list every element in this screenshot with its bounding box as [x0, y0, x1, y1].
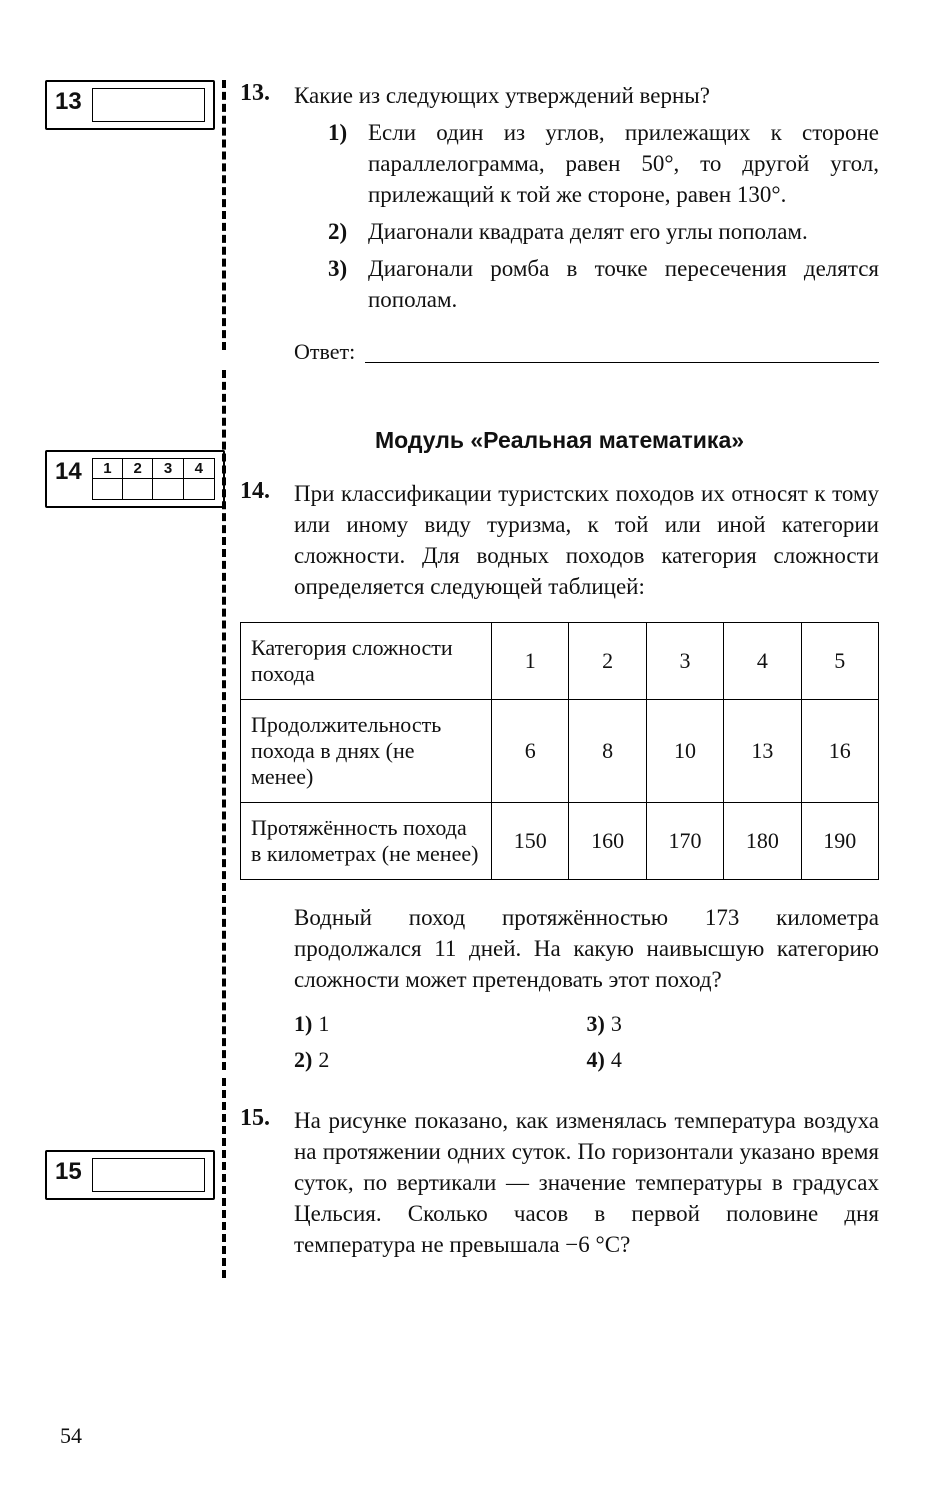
answer-label: Ответ: — [294, 337, 355, 367]
question-number: 13. — [240, 80, 276, 367]
grid-header-cell: 2 — [123, 459, 153, 479]
option: 2)2 — [294, 1045, 587, 1075]
option: 3)3 — [587, 1009, 880, 1039]
answer-box-number: 13 — [55, 88, 82, 114]
table-cell: 160 — [569, 803, 646, 880]
question-14-continued: Водный поход протяжённостью 173 километр… — [240, 902, 879, 1075]
table-cell: 16 — [801, 700, 878, 803]
item-text: Если один из углов, прилежащих к стороне… — [368, 117, 879, 210]
option-number: 3) — [587, 1009, 605, 1039]
answer-box-15: 15 — [45, 1150, 215, 1200]
question-13: 13. Какие из следующих утверждений верны… — [240, 80, 879, 367]
option-number: 1) — [294, 1009, 312, 1039]
row-label: Продолжительность похода в днях (не мене… — [241, 700, 492, 803]
item-number: 1) — [328, 117, 356, 210]
grid-header-cell: 3 — [153, 459, 183, 479]
table-cell: 2 — [569, 623, 646, 700]
table-cell: 4 — [724, 623, 801, 700]
table-row: Продолжительность похода в днях (не мене… — [241, 700, 879, 803]
statement-item: 3) Диагонали ромба в точке пересечения д… — [328, 253, 879, 315]
question-intro: При классификации туристских походов их … — [294, 478, 879, 602]
grid-cell[interactable] — [184, 479, 214, 499]
question-body: Водный поход протяжённостью 173 километр… — [294, 902, 879, 1075]
table-cell: 8 — [569, 700, 646, 803]
option-value: 1 — [318, 1011, 329, 1036]
table-cell: 170 — [646, 803, 723, 880]
item-text: Диагонали квадрата делят его углы попола… — [368, 216, 879, 247]
question-15: 15. На рисунке показано, как изменялась … — [240, 1105, 879, 1260]
question-body: При классификации туристских походов их … — [294, 478, 879, 602]
table-cell: 6 — [492, 700, 569, 803]
item-number: 2) — [328, 216, 356, 247]
item-text: Диагонали ромба в точке пересечения деля… — [368, 253, 879, 315]
statements-list: 1) Если один из углов, прилежащих к стор… — [294, 117, 879, 315]
option: 4)4 — [587, 1045, 880, 1075]
question-number: 14. — [240, 478, 276, 602]
row-label: Протяжённость похода в километрах (не ме… — [241, 803, 492, 880]
module-heading: Модуль «Реальная математика» — [240, 427, 879, 454]
item-number: 3) — [328, 253, 356, 315]
table-row: Протяжённость похода в километрах (не ме… — [241, 803, 879, 880]
grid-cell[interactable] — [123, 479, 153, 499]
table-cell: 3 — [646, 623, 723, 700]
page: 13 14 1 2 3 4 15 — [0, 0, 939, 1499]
table-cell: 5 — [801, 623, 878, 700]
answer-blank[interactable] — [92, 1158, 205, 1192]
vertical-divider — [222, 1078, 226, 1278]
options-grid: 1)1 3)3 2)2 4)4 — [294, 1009, 879, 1074]
answer-box-13: 13 — [45, 80, 215, 130]
table-cell: 150 — [492, 803, 569, 880]
question-text: На рисунке показано, как изменялась темп… — [294, 1105, 879, 1260]
grid-cell[interactable] — [153, 479, 183, 499]
difficulty-table: Категория сложности похода 1 2 3 4 5 Про… — [240, 622, 879, 880]
page-number: 54 — [60, 1423, 82, 1449]
answer-box-number: 14 — [55, 458, 82, 484]
table-cell: 190 — [801, 803, 878, 880]
table-cell: 13 — [724, 700, 801, 803]
option-value: 2 — [318, 1047, 329, 1072]
vertical-divider — [222, 370, 226, 1070]
grid-cell[interactable] — [93, 479, 123, 499]
answer-grid[interactable]: 1 2 3 4 — [92, 458, 215, 500]
table-cell: 10 — [646, 700, 723, 803]
question-followup: Водный поход протяжённостью 173 километр… — [294, 902, 879, 995]
question-prompt: Какие из следующих утверждений верны? — [294, 80, 879, 111]
grid-header-cell: 1 — [93, 459, 123, 479]
statement-item: 1) Если один из углов, прилежащих к стор… — [328, 117, 879, 210]
answer-underline[interactable] — [365, 361, 879, 363]
option-number: 2) — [294, 1045, 312, 1075]
content-column: 13. Какие из следующих утверждений верны… — [240, 80, 879, 1260]
option-number: 4) — [587, 1045, 605, 1075]
grid-header-cell: 4 — [184, 459, 214, 479]
table-row: Категория сложности похода 1 2 3 4 5 — [241, 623, 879, 700]
option-value: 4 — [611, 1047, 622, 1072]
answer-line: Ответ: — [294, 337, 879, 367]
answer-box-number: 15 — [55, 1158, 82, 1184]
statement-item: 2) Диагонали квадрата делят его углы поп… — [328, 216, 879, 247]
question-number: 15. — [240, 1105, 276, 1260]
question-body: На рисунке показано, как изменялась темп… — [294, 1105, 879, 1260]
spacer — [240, 902, 276, 1075]
table-cell: 1 — [492, 623, 569, 700]
question-14: 14. При классификации туристских походов… — [240, 478, 879, 602]
option-value: 3 — [611, 1011, 622, 1036]
answer-box-14: 14 1 2 3 4 — [45, 450, 225, 508]
row-label: Категория сложности похода — [241, 623, 492, 700]
question-body: Какие из следующих утверждений верны? 1)… — [294, 80, 879, 367]
table-cell: 180 — [724, 803, 801, 880]
option: 1)1 — [294, 1009, 587, 1039]
answer-blank[interactable] — [92, 88, 205, 122]
vertical-divider — [222, 80, 226, 350]
